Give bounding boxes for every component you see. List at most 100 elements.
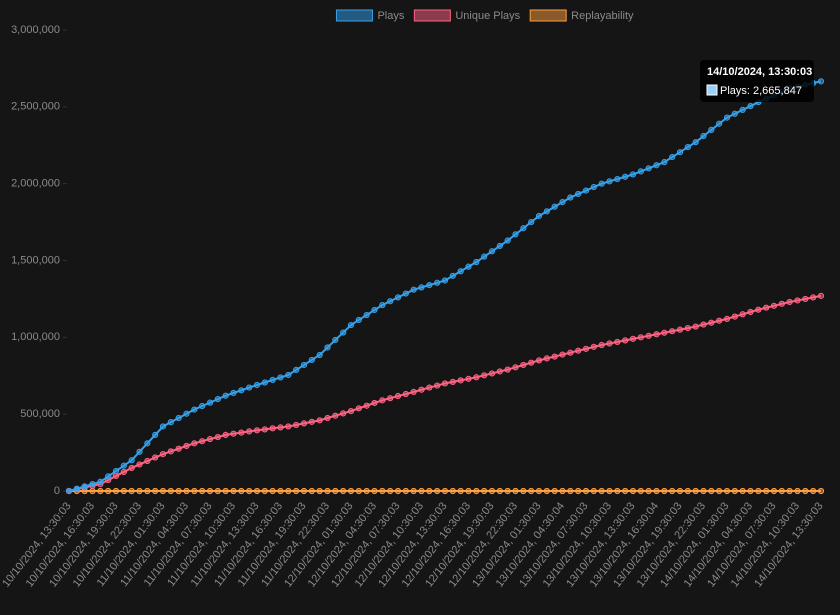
data-point <box>136 461 143 468</box>
data-point <box>567 349 574 356</box>
data-point <box>473 258 480 266</box>
data-point <box>206 399 214 406</box>
data-point <box>700 487 707 495</box>
data-point <box>567 194 574 201</box>
data-point <box>261 487 268 495</box>
data-point <box>535 212 543 220</box>
data-point <box>363 402 370 409</box>
data-point <box>708 126 715 133</box>
data-point <box>590 487 597 495</box>
data-point <box>394 392 402 400</box>
data-point <box>300 487 308 495</box>
data-point <box>481 253 488 260</box>
data-point <box>684 325 691 332</box>
tooltip-swatch <box>706 84 718 96</box>
data-point <box>183 410 190 417</box>
data-point <box>614 175 621 183</box>
y-tick-label: 1,000,000 <box>11 331 60 343</box>
data-point <box>128 487 135 495</box>
data-point <box>199 402 206 410</box>
data-point <box>300 361 308 369</box>
data-point <box>426 384 433 391</box>
data-point <box>394 294 402 301</box>
data-point <box>410 286 417 293</box>
data-point <box>65 487 73 495</box>
data-point <box>817 292 825 299</box>
data-point <box>488 487 496 495</box>
data-point <box>371 487 378 495</box>
data-point <box>786 298 793 306</box>
data-point <box>504 237 511 244</box>
data-point <box>238 387 245 394</box>
data-point <box>355 405 362 412</box>
legend-swatch <box>529 9 567 22</box>
data-point <box>504 366 511 373</box>
data-point <box>739 311 746 318</box>
data-point <box>81 483 88 490</box>
data-point <box>700 321 707 328</box>
data-point <box>637 487 644 495</box>
data-point <box>308 356 315 364</box>
data-point <box>293 487 300 495</box>
data-point <box>214 396 221 403</box>
data-point <box>575 347 582 354</box>
data-point <box>763 304 770 311</box>
data-point <box>120 468 127 476</box>
data-point <box>637 334 644 341</box>
data-point <box>614 338 621 346</box>
data-point <box>324 487 331 495</box>
data-point <box>441 380 449 387</box>
data-point <box>661 159 668 166</box>
data-point <box>191 487 198 495</box>
data-point <box>473 487 480 495</box>
data-point <box>89 487 96 495</box>
data-point <box>747 102 754 110</box>
data-point <box>653 331 660 338</box>
data-point <box>716 317 723 324</box>
data-point <box>567 487 574 495</box>
data-point <box>316 417 323 424</box>
data-point <box>731 313 738 320</box>
data-point <box>520 225 527 232</box>
data-point <box>191 406 198 413</box>
data-point <box>543 487 550 495</box>
data-point <box>159 451 167 458</box>
data-point <box>285 487 292 495</box>
data-point <box>340 329 347 336</box>
data-point <box>669 487 676 495</box>
data-point <box>340 410 347 417</box>
data-point <box>159 423 167 430</box>
data-point <box>731 110 738 117</box>
data-point <box>598 180 605 187</box>
data-point <box>645 332 652 339</box>
data-point <box>332 487 339 495</box>
data-point <box>355 316 362 324</box>
data-point <box>230 487 237 495</box>
data-point <box>739 106 746 114</box>
data-point <box>191 440 198 447</box>
data-point <box>684 487 691 495</box>
data-point <box>144 487 151 495</box>
data-point <box>261 426 268 433</box>
data-point <box>582 487 590 495</box>
data-point <box>222 431 229 439</box>
data-point <box>308 418 315 425</box>
data-point <box>136 448 143 455</box>
data-point <box>89 480 96 488</box>
data-point <box>246 384 253 391</box>
data-point <box>214 433 221 441</box>
data-point <box>629 171 637 178</box>
data-point <box>731 487 738 495</box>
data-point <box>629 487 637 495</box>
data-point <box>770 487 778 495</box>
data-point <box>269 487 276 495</box>
data-point <box>622 337 629 344</box>
y-tick-label: 3,000,000 <box>11 24 60 36</box>
data-point <box>402 487 409 495</box>
data-point <box>199 438 206 445</box>
data-point <box>512 487 519 495</box>
data-point <box>661 487 668 495</box>
data-point <box>105 473 112 480</box>
data-point <box>144 457 151 465</box>
